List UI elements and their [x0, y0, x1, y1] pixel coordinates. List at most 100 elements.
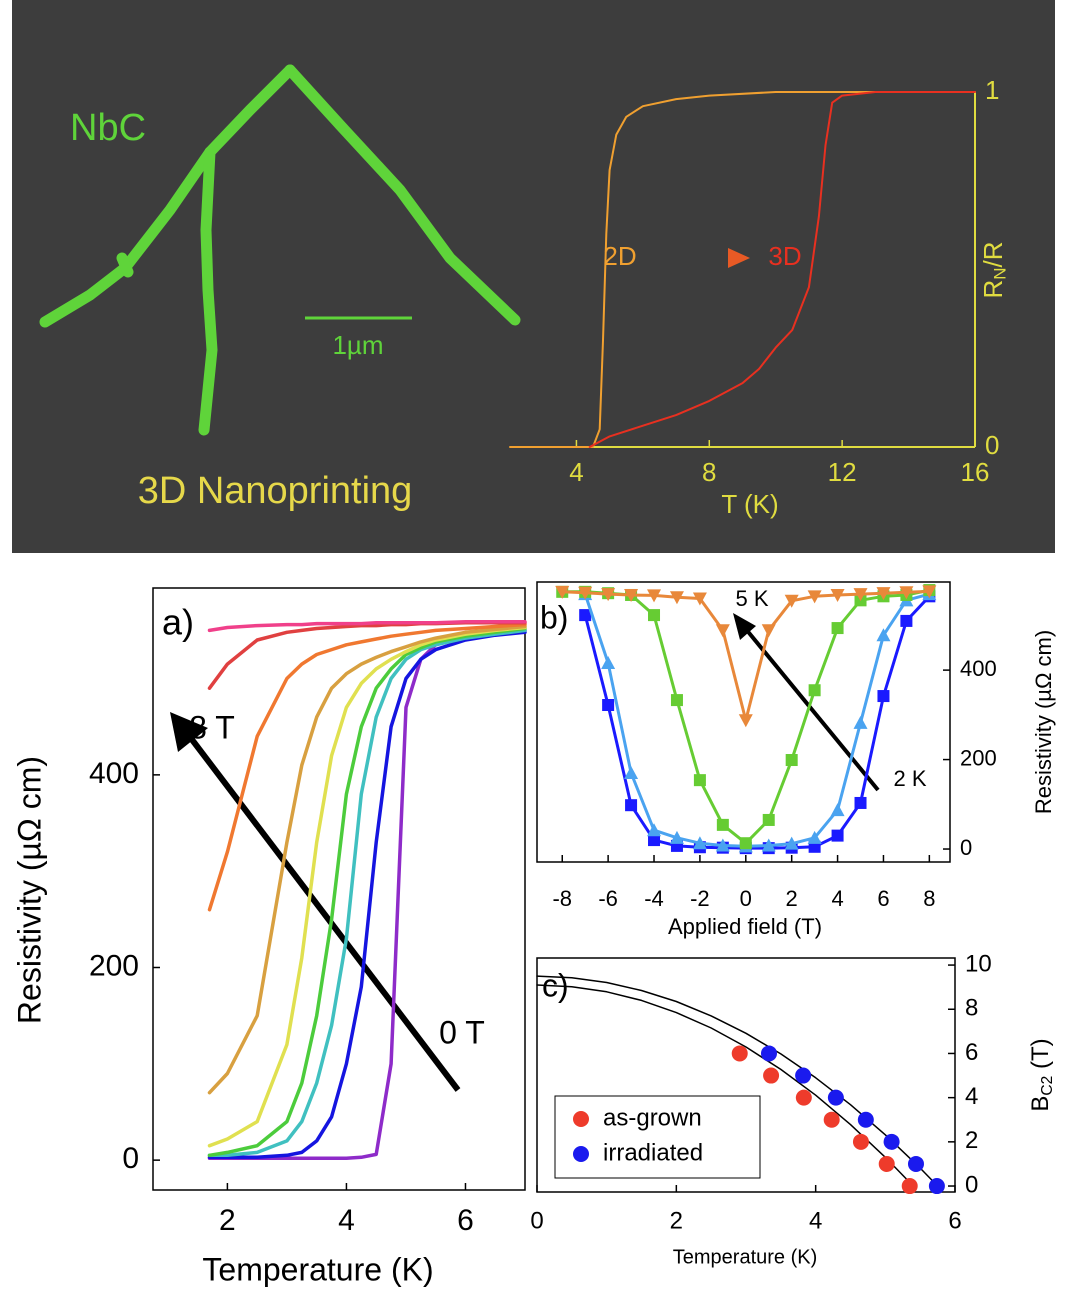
material-label: NbC [70, 107, 146, 149]
x-tick-label: 2 [786, 886, 798, 911]
x-axis-label: Temperature (K) [673, 1246, 818, 1268]
data-point [883, 1133, 900, 1150]
data-point [901, 1178, 918, 1195]
y-axis-label: RN/R [978, 242, 1010, 299]
marker [830, 803, 845, 817]
legend-label: irradiated [603, 1139, 703, 1166]
data-line [583, 592, 931, 848]
annotation: a) [162, 602, 194, 643]
data-point [928, 1178, 945, 1195]
y-tick-label: 8 [965, 995, 978, 1022]
marker [807, 830, 822, 844]
y-tick-label: 0 [960, 835, 972, 860]
x-tick-label: 0 [530, 1207, 543, 1234]
x-tick-label: 4 [338, 1204, 355, 1237]
x-tick-label: 2 [219, 1204, 236, 1237]
annotation: b) [540, 599, 568, 635]
y-tick-label: 200 [89, 949, 139, 982]
marker [648, 834, 661, 847]
y-tick-label: 0 [985, 430, 999, 460]
y-tick-label: 2 [965, 1127, 978, 1154]
marker [900, 614, 913, 627]
marker [807, 590, 822, 604]
x-tick-label: 6 [457, 1204, 474, 1237]
data-point [731, 1045, 748, 1062]
marker [693, 774, 706, 787]
x-tick-label: -8 [552, 886, 572, 911]
x-tick-label: -2 [690, 886, 710, 911]
caption: 3D Nanoprinting [138, 470, 413, 512]
marker [808, 684, 821, 697]
x-tick-label: 8 [923, 886, 935, 911]
marker [830, 588, 845, 602]
marker [647, 823, 662, 837]
x-tick-label: 2 [670, 1207, 683, 1234]
plot-frame [536, 957, 956, 1193]
marker [648, 609, 661, 622]
marker [692, 592, 707, 606]
legend-swatch [573, 1146, 589, 1162]
annotation: 5 K [735, 586, 768, 611]
marker [854, 796, 867, 809]
marker [715, 624, 730, 638]
x-tick-label: 4 [569, 457, 583, 487]
y-tick-label: 400 [960, 656, 997, 681]
legend-swatch [573, 1111, 589, 1127]
data-point [857, 1111, 874, 1128]
y-axis-label-part: R [978, 280, 1008, 299]
y-tick-label: 1 [985, 75, 999, 105]
y-tick-label: 200 [960, 745, 997, 770]
annotation: 2 K [893, 766, 926, 791]
marker [761, 838, 776, 852]
marker [876, 628, 891, 642]
scale-bar-label: 1µm [332, 330, 383, 360]
y-tick-label: 0 [122, 1142, 139, 1175]
data-line [583, 594, 931, 850]
legend-frame [554, 1095, 761, 1179]
data-point [760, 1045, 777, 1062]
arrow [683, 248, 750, 268]
data-line [207, 626, 527, 1158]
marker [716, 818, 729, 831]
marker [784, 594, 799, 608]
marker [761, 624, 776, 638]
marker [578, 586, 593, 600]
marker [625, 799, 638, 812]
data-line [207, 630, 527, 1160]
data-line [207, 619, 527, 633]
marker [601, 588, 616, 602]
x-tick-label: 4 [831, 886, 843, 911]
data-line [588, 91, 976, 448]
data-point [823, 1111, 840, 1128]
marker [647, 589, 662, 603]
data-line [207, 625, 527, 1148]
marker [876, 587, 891, 601]
marker [922, 585, 937, 599]
marker [784, 836, 799, 850]
data-point [763, 1067, 780, 1084]
marker [601, 655, 616, 669]
x-axis-label: T (K) [721, 489, 778, 519]
x-tick-label: 8 [702, 457, 716, 487]
x-tick-label: 6 [877, 886, 889, 911]
y-axis-label-part: B [1027, 1096, 1054, 1112]
x-tick-label: 16 [961, 457, 990, 487]
x-tick-label: 4 [809, 1207, 822, 1234]
marker [602, 699, 615, 712]
marker [877, 690, 890, 703]
arrow [170, 712, 461, 1092]
marker [670, 694, 683, 707]
marker [669, 830, 684, 844]
y-tick-label: 4 [965, 1083, 978, 1110]
data-line [207, 624, 527, 1095]
marker [853, 715, 868, 729]
marker [692, 836, 707, 850]
annotation: 2D [603, 241, 636, 271]
annotation: 0 T [439, 1014, 485, 1050]
marker [624, 588, 639, 602]
data-point [795, 1089, 812, 1106]
marker [624, 765, 639, 779]
y-axis-label-part: /R [978, 242, 1008, 268]
y-axis-label-subscript: C2 [1039, 1076, 1056, 1096]
